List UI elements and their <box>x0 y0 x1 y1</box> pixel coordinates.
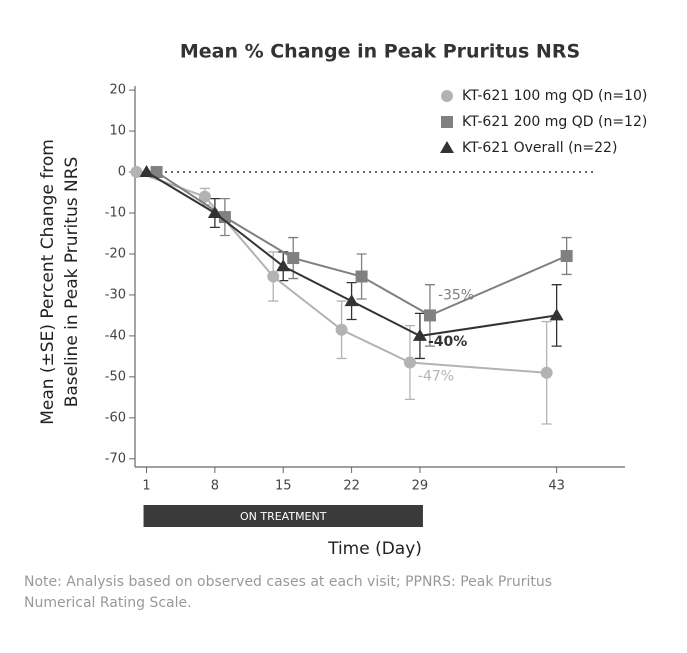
y-tick-label: -50 <box>105 369 126 384</box>
legend-label: KT-621 100 mg QD (n=10) <box>462 88 647 104</box>
y-tick-label: 0 <box>118 165 126 180</box>
annotation: -40% <box>428 334 467 350</box>
data-point <box>403 356 416 369</box>
legend-label: KT-621 Overall (n=22) <box>462 140 617 156</box>
chart-title: Mean % Change in Peak Pruritus NRS <box>180 41 580 63</box>
annotation: -47% <box>418 369 454 385</box>
y-tick-label: -30 <box>105 287 126 302</box>
note: Note: Analysis based on observed cases a… <box>24 574 552 590</box>
y-tick-label: 20 <box>109 83 126 98</box>
y-tick-label: -60 <box>105 410 126 425</box>
y-tick-label: -10 <box>105 206 126 221</box>
y-axis-label: Baseline in Peak Pruritus NRS <box>62 157 82 408</box>
x-tick-label: 22 <box>343 479 360 494</box>
x-tick-label: 29 <box>412 479 429 494</box>
legend-marker <box>441 116 453 128</box>
annotation: -35% <box>438 287 474 303</box>
legend-label: KT-621 200 mg QD (n=12) <box>462 114 647 130</box>
data-point <box>276 259 291 272</box>
x-tick-label: 15 <box>275 479 292 494</box>
x-tick-label: 43 <box>548 479 565 494</box>
data-point <box>412 328 427 341</box>
data-point <box>130 166 143 179</box>
data-point <box>335 323 348 336</box>
data-point <box>344 294 359 307</box>
data-point <box>540 366 553 379</box>
data-point <box>218 211 231 224</box>
data-point <box>150 166 163 179</box>
series-line <box>136 171 547 374</box>
x-axis-label: Time (Day) <box>327 539 422 559</box>
y-tick-label: -20 <box>105 246 126 261</box>
data-point <box>287 252 300 265</box>
data-point <box>423 309 436 322</box>
data-point <box>267 270 280 283</box>
y-tick-label: -70 <box>105 451 126 466</box>
legend-marker <box>441 90 453 102</box>
data-point <box>549 308 564 321</box>
data-point <box>198 190 211 203</box>
data-point <box>139 165 154 178</box>
y-tick-label: -40 <box>105 328 126 343</box>
data-point <box>207 206 222 218</box>
x-tick-label: 1 <box>142 479 150 494</box>
data-point <box>355 270 368 283</box>
y-axis-label: Mean (±SE) Percent Change from <box>38 139 58 425</box>
y-tick-label: 10 <box>109 124 126 139</box>
treatment-label: ON TREATMENT <box>240 510 327 523</box>
data-point <box>560 250 573 263</box>
series-line <box>146 171 557 337</box>
treatment-bar <box>143 505 423 527</box>
note: Numerical Rating Scale. <box>24 595 192 611</box>
legend-marker <box>440 141 454 153</box>
x-tick-label: 8 <box>211 479 219 494</box>
